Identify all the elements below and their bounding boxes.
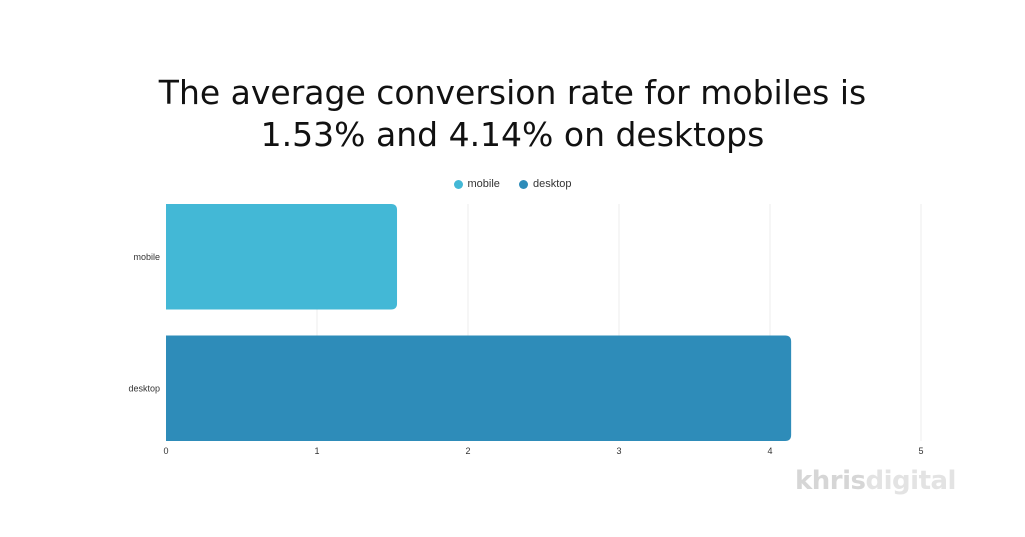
legend-label-mobile: mobile — [467, 178, 500, 190]
category-label-mobile: mobile — [133, 252, 160, 262]
x-tick-label-1: 1 — [314, 446, 319, 456]
legend-swatch-mobile — [453, 179, 463, 189]
chart-x-tick-labels: 0 1 2 3 4 5 — [163, 446, 923, 456]
chart-title-line-2: 1.53% and 4.14% on desktops — [260, 115, 765, 154]
legend-label-desktop: desktop — [532, 178, 572, 190]
chart-bars — [166, 204, 792, 441]
chart-legend: mobile desktop — [0, 178, 1025, 192]
bar-mobile — [166, 204, 398, 310]
category-label-desktop: desktop — [128, 383, 160, 393]
x-tick-label-2: 2 — [465, 446, 470, 456]
x-tick-label-0: 0 — [163, 446, 168, 456]
legend-item-desktop[interactable]: desktop — [518, 178, 572, 190]
x-tick-label-4: 4 — [767, 446, 772, 456]
legend-item-mobile[interactable]: mobile — [453, 178, 500, 190]
chart-title: The average conversion rate for mobiles … — [0, 72, 1025, 156]
x-tick-label-3: 3 — [616, 446, 621, 456]
bar-desktop — [166, 335, 792, 441]
chart-category-labels: mobile desktop — [128, 252, 160, 394]
x-tick-label-5: 5 — [918, 446, 923, 456]
chart-title-line-1: The average conversion rate for mobiles … — [158, 73, 867, 112]
legend-swatch-desktop — [518, 179, 528, 189]
watermark-logo: khrisdigital — [795, 466, 956, 496]
watermark-text-main: khris — [795, 466, 866, 496]
watermark-text-accent: digital — [865, 466, 957, 496]
